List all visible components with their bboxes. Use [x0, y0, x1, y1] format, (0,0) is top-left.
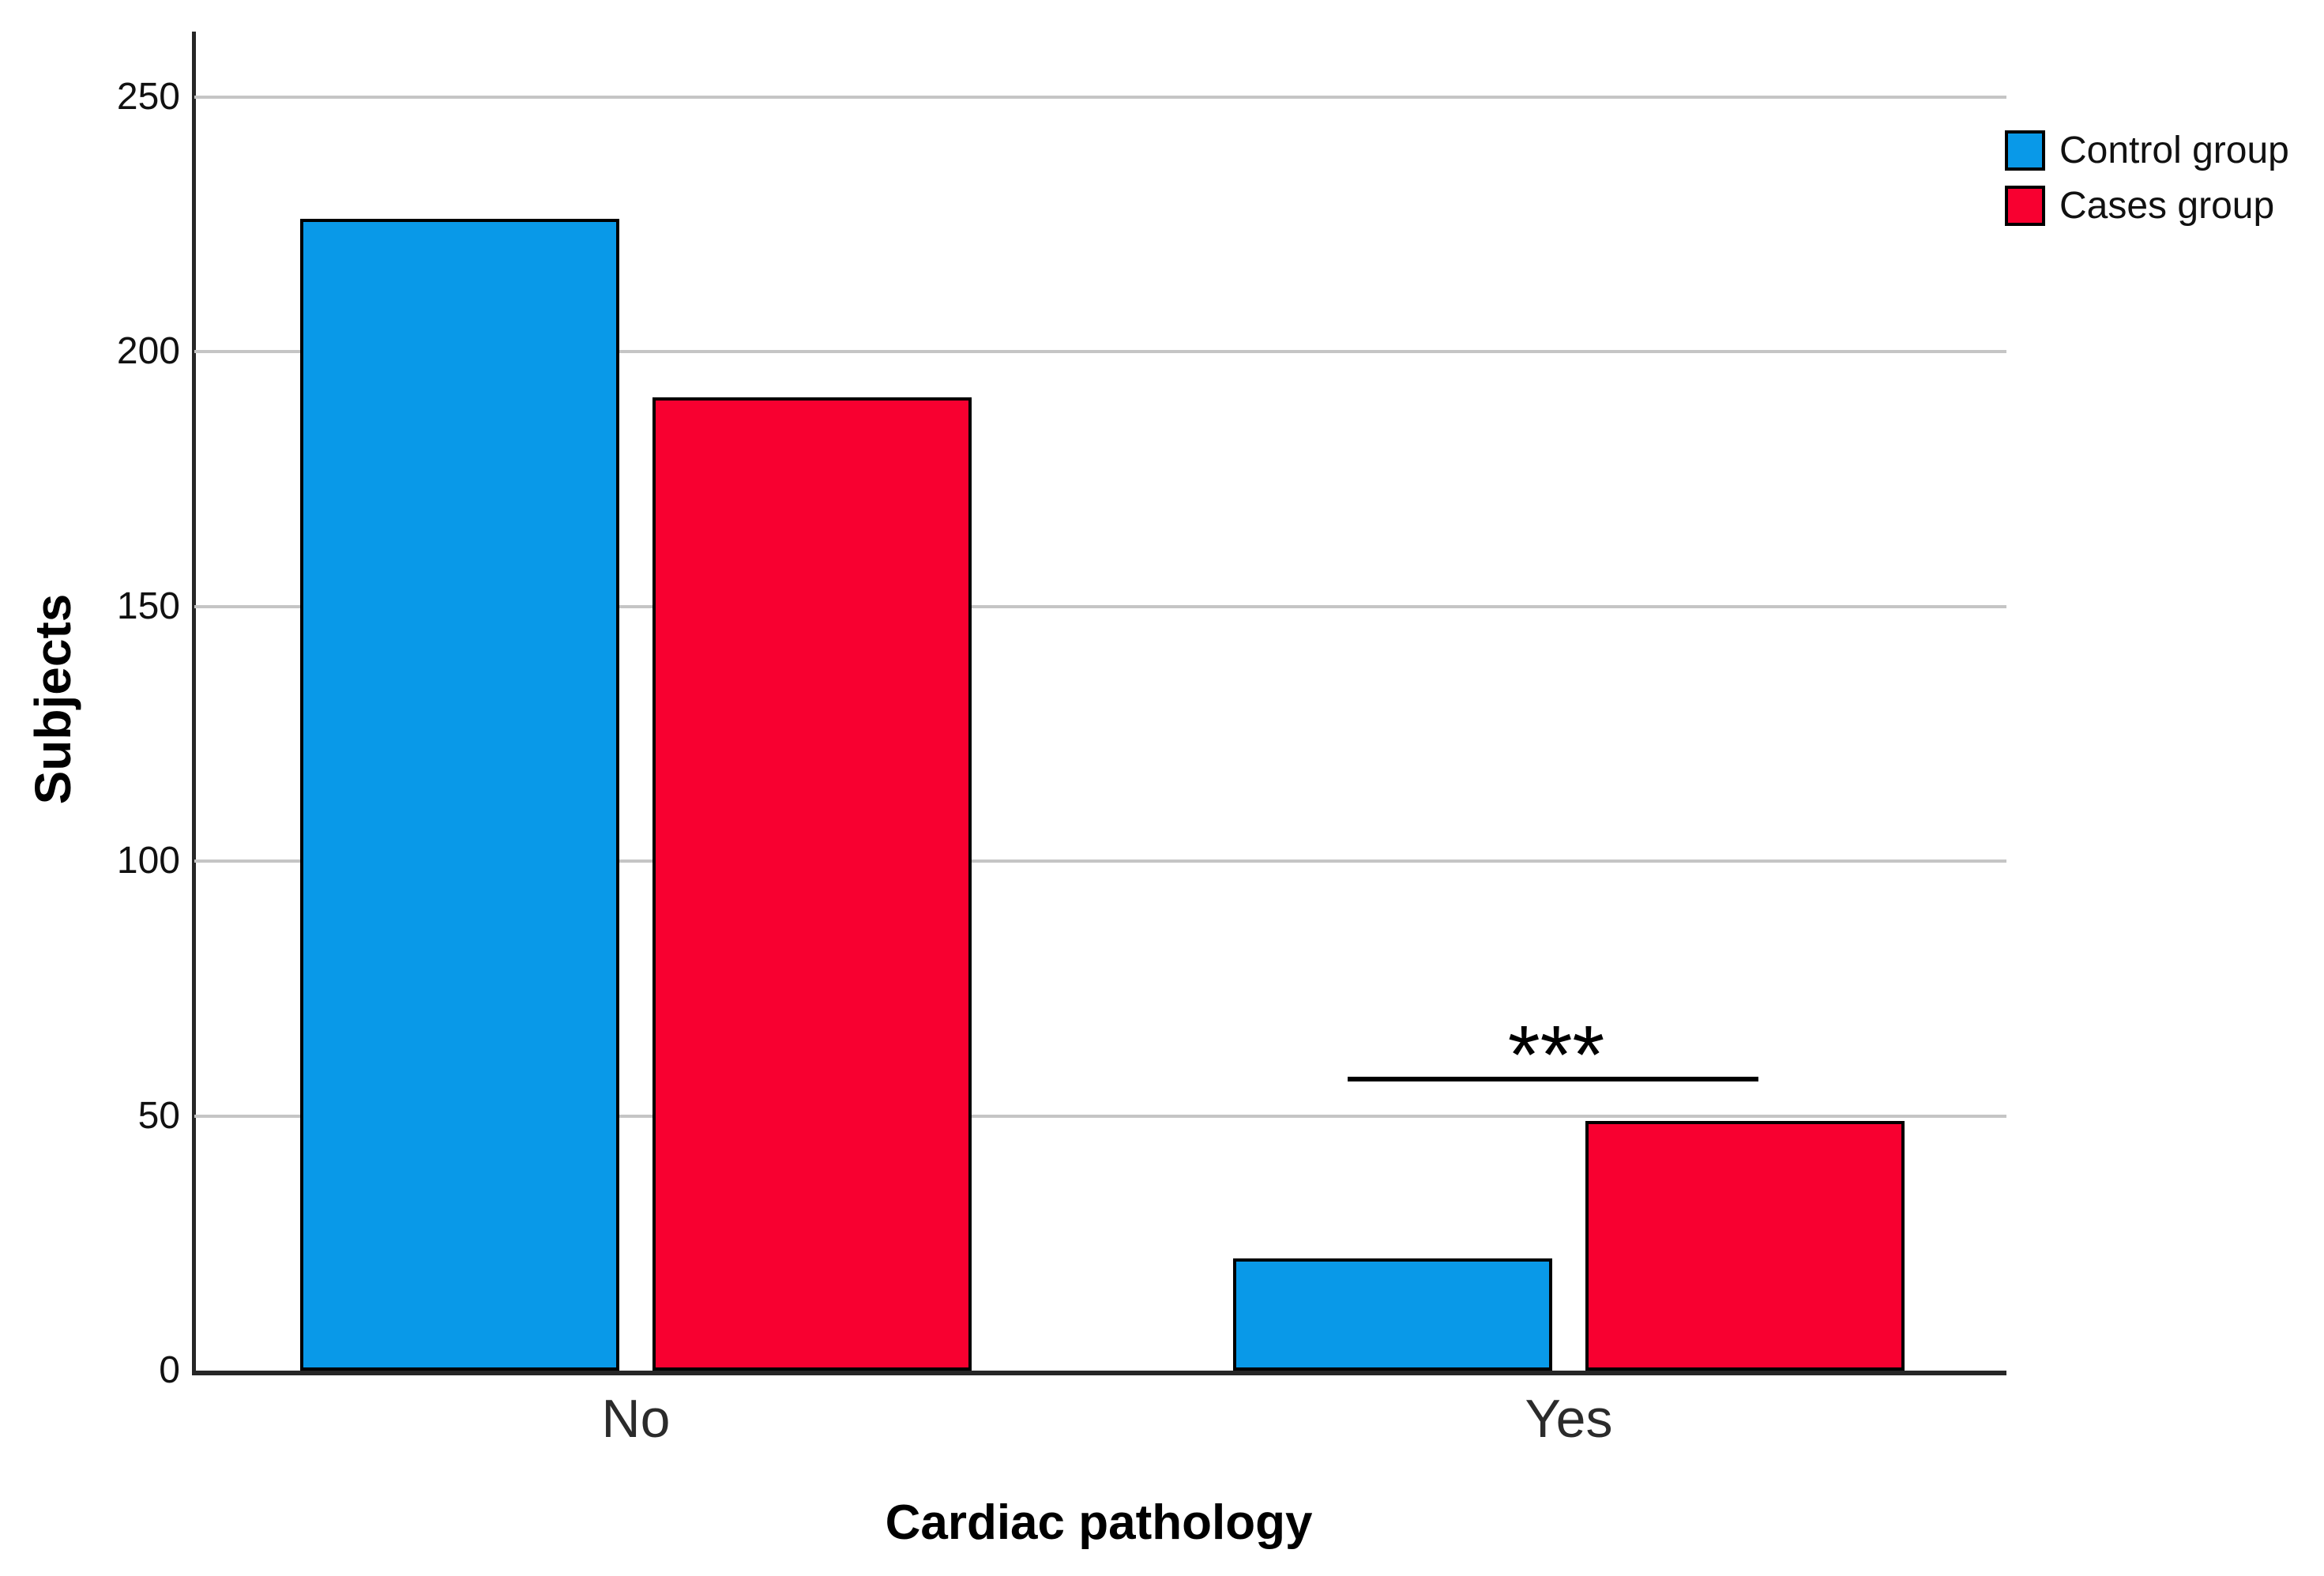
significance-stars: *** [1507, 1009, 1605, 1101]
y-tick-label-200: 200 [116, 330, 180, 372]
x-category-label-yes: Yes [1525, 1389, 1613, 1449]
x-category-label-no: No [601, 1389, 671, 1449]
legend-item-cases-group: Cases group [2005, 186, 2274, 226]
bar-control-group-yes [1233, 1258, 1552, 1371]
y-axis-title: Subjects [24, 593, 81, 805]
legend-label-cases-group: Cases group [2059, 184, 2275, 227]
y-axis-line [192, 32, 196, 1375]
significance-line [1348, 1077, 1758, 1081]
legend-item-control-group: Control group [2005, 130, 2289, 171]
y-tick-label-50: 50 [137, 1094, 180, 1137]
legend-swatch-cases-group [2005, 186, 2045, 226]
bar-control-group-no [300, 219, 619, 1371]
gridline-250 [194, 95, 2006, 99]
x-axis-title: Cardiac pathology [885, 1495, 1313, 1550]
gridline-200 [194, 350, 2006, 353]
bar-cases-group-no [652, 397, 972, 1371]
gridline-50 [194, 1114, 2006, 1118]
y-tick-label-100: 100 [116, 840, 180, 882]
gridline-100 [194, 859, 2006, 863]
gridline-150 [194, 604, 2006, 608]
y-tick-label-250: 250 [116, 75, 180, 118]
legend-label-control-group: Control group [2059, 129, 2289, 171]
y-tick-label-150: 150 [116, 585, 180, 627]
legend-swatch-control-group [2005, 130, 2045, 171]
y-tick-label-0: 0 [159, 1349, 180, 1391]
x-axis-line [192, 1371, 2006, 1375]
bar-cases-group-yes [1585, 1121, 1905, 1371]
